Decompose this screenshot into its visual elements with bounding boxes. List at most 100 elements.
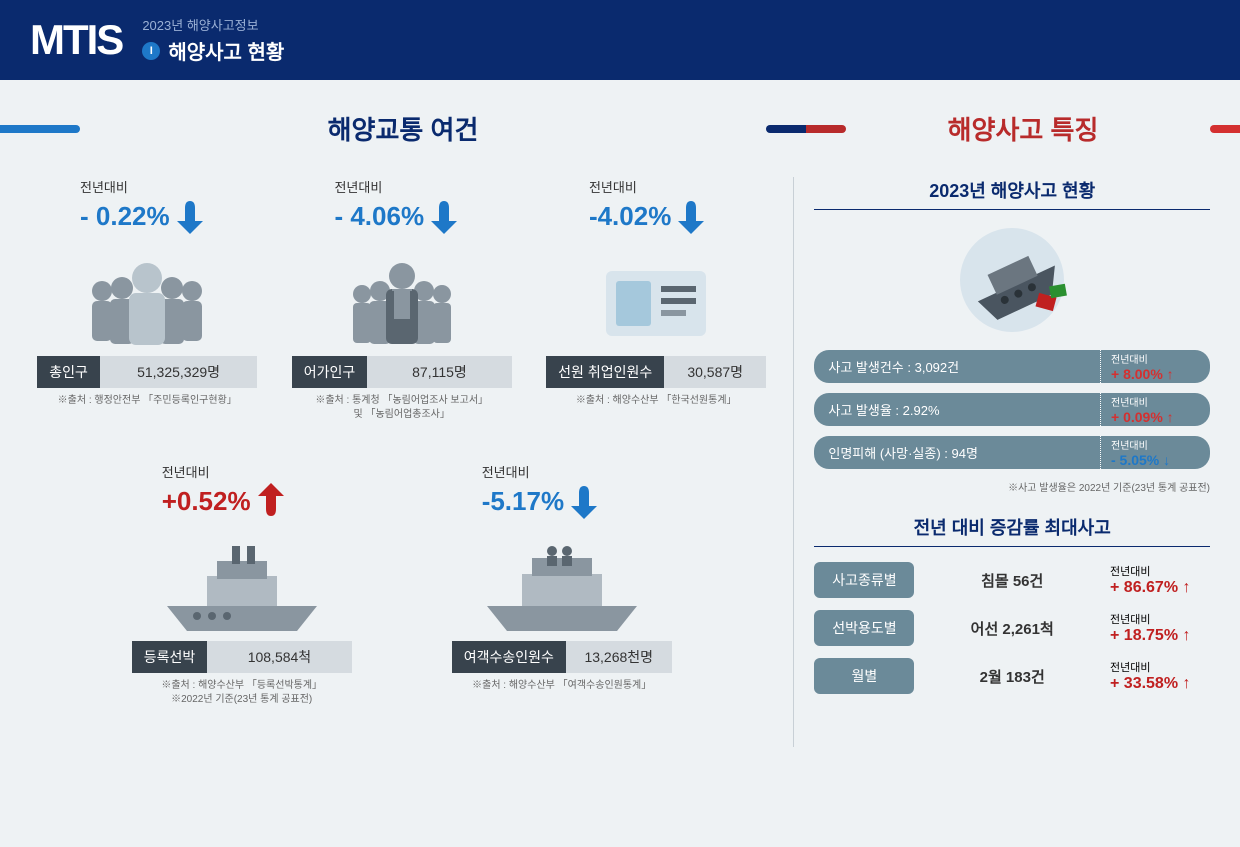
arrow-down-icon <box>429 196 459 236</box>
stat-name: 어가인구 <box>292 356 368 388</box>
tab-left-title: 해양교통 여건 <box>328 115 479 145</box>
header-sub: 2023년 해양사고정보 I 해양사고 현황 <box>142 15 284 65</box>
yoy-value: - 0.22% <box>80 201 170 232</box>
stat-name: 선원 취업인원수 <box>546 356 664 388</box>
stat-label-row: 총인구 51,325,329명 <box>37 356 257 388</box>
cat-row-vessel: 선박용도별 어선 2,261척 전년대비 + 18.75% ↑ <box>814 610 1210 646</box>
stat-source: ※출처 : 해양수산부 「여객수송인원통계」 <box>472 679 651 693</box>
stat-value: 108,584척 <box>207 641 351 673</box>
people-fisher-icon <box>332 251 472 351</box>
stat-card-fisher: 전년대비 - 4.06% 어가인구 87,115명 ※출처 : 통계청 「농림어… <box>284 177 518 422</box>
people-group-icon <box>77 251 217 351</box>
tab-bar-left-icon <box>0 125 80 133</box>
stat-source: ※출처 : 행정안전부 「주민등록인구현황」 <box>58 394 237 408</box>
header-title: 해양사고 현황 <box>168 36 284 65</box>
pill-side: 전년대비 - 5.05% ↓ <box>1100 436 1210 469</box>
tab-left: 해양교통 여건 <box>0 110 806 147</box>
stat-value: 30,587명 <box>664 356 766 388</box>
tab-bar-mid-left-icon <box>766 125 806 133</box>
sinking-ship-icon <box>814 225 1210 335</box>
stat-value: 51,325,329명 <box>100 356 257 388</box>
pill-main: 사고 발생율 : 2.92% <box>814 393 1100 426</box>
yoy-label: 전년대비 <box>162 462 210 481</box>
yoy-value: +0.52% <box>162 486 251 517</box>
stat-source: ※출처 : 통계청 「농림어업조사 보고서」 및 「농림어업총조사」 <box>315 394 488 422</box>
right-title-1: 2023년 해양사고 현황 <box>814 177 1210 210</box>
stat-row-top: 전년대비 - 0.22% 총인구 51,325,329명 ※출처 : 행정안전부… <box>30 177 773 422</box>
yoy-value: -5.17% <box>482 486 564 517</box>
cat-delta-value: + 18.75% ↑ <box>1110 627 1210 645</box>
yoy-row: - 0.22% <box>80 196 205 236</box>
header-year: 2023년 해양사고정보 <box>142 15 284 34</box>
logo: MTIS <box>30 16 122 64</box>
right-title-2: 전년 대비 증감률 최대사고 <box>814 514 1210 547</box>
pill-yoy-label: 전년대비 <box>1111 394 1148 409</box>
tab-bar-right-icon <box>1210 125 1240 133</box>
stat-label-row: 어가인구 87,115명 <box>292 356 512 388</box>
cat-delta-text: + 18.75% <box>1110 627 1178 644</box>
pill-delta-text: - 5.05% <box>1111 452 1159 468</box>
yoy-label: 전년대비 <box>80 177 128 196</box>
pill-side: 전년대비 + 0.09% ↑ <box>1100 393 1210 426</box>
tab-right: 해양사고 특징 <box>806 110 1240 147</box>
cat-delta-value: + 86.67% ↑ <box>1110 579 1210 597</box>
yoy-row: -4.02% <box>589 196 706 236</box>
yoy-value: -4.02% <box>589 201 671 232</box>
arrow-up-icon <box>256 481 286 521</box>
cat-row-type: 사고종류별 침몰 56건 전년대비 + 86.67% ↑ <box>814 562 1210 598</box>
cat-delta-text: + 86.67% <box>1110 579 1178 596</box>
section-tabs: 해양교통 여건 해양사고 특징 <box>0 110 1240 147</box>
header-title-row: I 해양사고 현황 <box>142 36 284 65</box>
right-pane: 2023년 해양사고 현황 사고 발생건수 : 3,092건 전년대비 + 8.… <box>814 177 1210 747</box>
arrow-down-icon <box>676 196 706 236</box>
pill-delta: + 8.00% ↑ <box>1111 366 1174 382</box>
arrow-down-icon <box>569 481 599 521</box>
cat-value: 어선 2,261척 <box>924 618 1100 639</box>
cat-delta: 전년대비 + 33.58% ↑ <box>1110 659 1210 693</box>
divider <box>793 177 794 747</box>
cat-delta-value: + 33.58% ↑ <box>1110 675 1210 693</box>
id-card-icon <box>586 251 726 351</box>
pill-delta-text: + 8.00% <box>1111 366 1163 382</box>
stat-card-vessels: 전년대비 +0.52% 등록선박 108,584척 ※출처 : 해양수산부 「등… <box>112 462 372 707</box>
pill-yoy-label: 전년대비 <box>1111 351 1148 366</box>
header-badge-icon: I <box>142 42 160 60</box>
cat-label: 월별 <box>814 658 914 694</box>
cat-delta-text: + 33.58% <box>1110 675 1178 692</box>
yoy-row: -5.17% <box>482 481 599 521</box>
tab-right-title: 해양사고 특징 <box>948 115 1099 145</box>
cat-label: 사고종류별 <box>814 562 914 598</box>
header: MTIS 2023년 해양사고정보 I 해양사고 현황 <box>0 0 1240 80</box>
stat-name: 등록선박 <box>132 641 208 673</box>
stat-name: 총인구 <box>37 356 100 388</box>
stat-source: ※출처 : 해양수산부 「등록선박통계」 ※2022년 기준(23년 통계 공표… <box>161 679 322 707</box>
cat-label: 선박용도별 <box>814 610 914 646</box>
stat-row-bottom: 전년대비 +0.52% 등록선박 108,584척 ※출처 : 해양수산부 「등… <box>30 462 773 707</box>
yoy-label: 전년대비 <box>482 462 530 481</box>
tab-bar-mid-right-icon <box>806 125 846 133</box>
cat-value: 침몰 56건 <box>924 570 1100 591</box>
stat-card-passengers: 전년대비 -5.17% 여객수송인원수 13,268천명 ※출처 : 해양수산부… <box>432 462 692 707</box>
yoy-row: +0.52% <box>162 481 286 521</box>
arrow-down-icon <box>175 196 205 236</box>
yoy-label: 전년대비 <box>589 177 637 196</box>
stat-card-population: 전년대비 - 0.22% 총인구 51,325,329명 ※출처 : 행정안전부… <box>30 177 264 422</box>
yoy-row: - 4.06% <box>334 196 459 236</box>
cat-yoy-label: 전년대비 <box>1110 563 1210 579</box>
ferry-icon <box>477 536 647 636</box>
right-note: ※사고 발생율은 2022년 기준(23년 통계 공표전) <box>814 479 1210 494</box>
pill-main: 인명피해 (사망·실종) : 94명 <box>814 436 1100 469</box>
yoy-label: 전년대비 <box>334 177 382 196</box>
stat-label-row: 여객수송인원수 13,268천명 <box>452 641 672 673</box>
stat-value: 13,268천명 <box>566 641 672 673</box>
yoy-value: - 4.06% <box>334 201 424 232</box>
cat-delta: 전년대비 + 86.67% ↑ <box>1110 563 1210 597</box>
pill-delta: - 5.05% ↓ <box>1111 452 1170 468</box>
cat-yoy-label: 전년대비 <box>1110 611 1210 627</box>
stat-label-row: 등록선박 108,584척 <box>132 641 352 673</box>
stat-value: 87,115명 <box>367 356 511 388</box>
stat-name: 여객수송인원수 <box>452 641 566 673</box>
ship-icon <box>157 536 327 636</box>
pill-yoy-label: 전년대비 <box>1111 437 1148 452</box>
stat-source: ※출처 : 해양수산부 「한국선원통계」 <box>576 394 737 408</box>
